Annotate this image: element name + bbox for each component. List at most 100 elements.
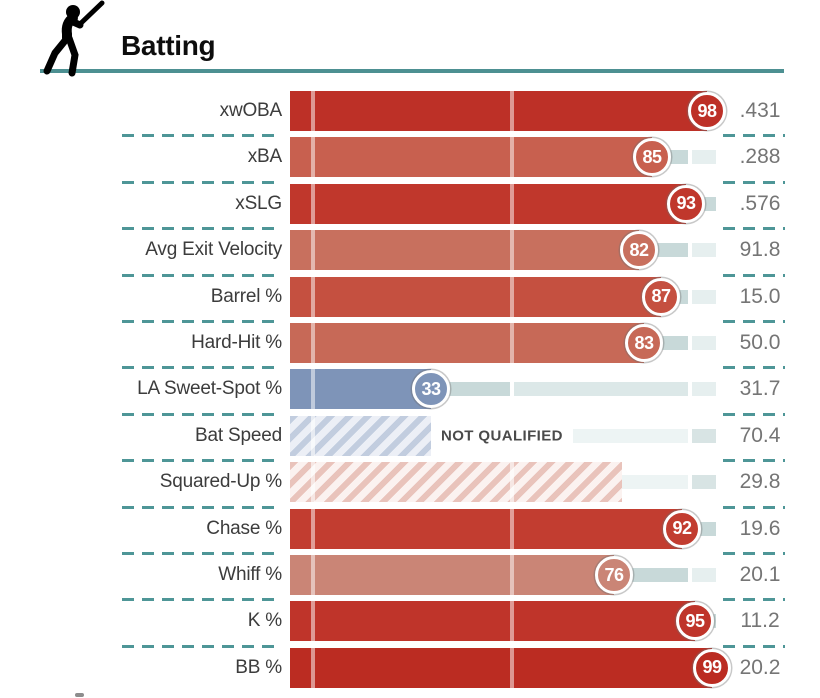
stat-row: Squared-Up % 29.8 [0, 462, 820, 503]
row-separator-dashes [723, 134, 785, 138]
stat-label: Bat Speed [195, 424, 282, 446]
unranked-hatched-bar [290, 462, 622, 503]
percentile-bar-fill [290, 555, 614, 595]
rail-segment [663, 336, 690, 350]
stat-label: Squared-Up % [159, 471, 282, 493]
row-separator-dashes [122, 320, 282, 323]
percentile-bubble[interactable]: 76 [595, 556, 633, 594]
stat-row: xwOBA 98 .431 [0, 91, 820, 131]
percentile-track[interactable]: 82 [290, 230, 716, 271]
rail-tick-gap [688, 475, 692, 490]
percentile-bubble[interactable]: 98 [688, 92, 726, 130]
row-separator-dashes [723, 366, 785, 370]
stat-label: xBA [247, 146, 282, 168]
rail-segment [705, 196, 716, 211]
stat-row: LA Sweet-Spot % 33 31.7 [0, 369, 820, 410]
row-separator-dashes [723, 598, 785, 602]
stat-value: 20.2 [739, 655, 781, 679]
row-separator-dashes [723, 273, 785, 277]
percentile-track[interactable]: 93 [290, 183, 716, 224]
stat-row: K % 95 11.2 [0, 601, 820, 642]
rail-tick-gap [688, 150, 692, 165]
bar-tick-line [510, 137, 514, 178]
percentile-track[interactable]: 98 [290, 91, 726, 131]
percentile-bubble[interactable]: 95 [676, 602, 714, 641]
percentile-bar-fill [290, 508, 682, 549]
percentile-track[interactable]: 87 [290, 276, 716, 317]
bar-tick-line [311, 555, 315, 595]
bar-tick-line [510, 462, 514, 503]
percentile-bubble[interactable]: 85 [633, 138, 671, 177]
next-section-icon-fragment [75, 693, 84, 697]
percentile-track[interactable] [290, 462, 716, 503]
percentile-bubble[interactable]: 99 [693, 648, 731, 687]
stat-row: xSLG 93 .576 [0, 183, 820, 224]
percentile-track[interactable]: 92 [290, 508, 716, 549]
row-separator-dashes [122, 505, 282, 509]
bar-tick-line [311, 462, 315, 503]
percentile-bar-fill [290, 137, 652, 178]
row-separator-dashes [723, 644, 785, 648]
rail-segment [633, 568, 690, 582]
rail-segment [450, 382, 512, 397]
rail-segment [680, 289, 690, 304]
bar-tick-line [311, 647, 315, 688]
row-separator-dashes [122, 134, 282, 138]
stat-label: Hard-Hit % [191, 332, 282, 353]
rail-segment [658, 243, 690, 258]
percentile-bar-fill [290, 369, 431, 410]
rail-tick-gap [688, 243, 692, 258]
rail-segment [714, 614, 716, 629]
bar-tick-line [311, 415, 315, 456]
bar-tick-line [311, 183, 315, 224]
bar-tick-line [510, 230, 514, 271]
percentile-bubble[interactable]: 92 [663, 509, 701, 548]
bar-tick-line [510, 276, 514, 317]
percentile-track[interactable]: 99 [290, 647, 731, 688]
rail-tick-gap [688, 382, 692, 397]
row-separator-dashes [723, 320, 785, 323]
row-separator-dashes [122, 273, 282, 277]
row-separator-dashes [723, 412, 785, 416]
stat-value: 15.0 [739, 284, 781, 308]
rail-segment [690, 568, 716, 582]
percentile-track[interactable]: 85 [290, 137, 716, 178]
percentile-track[interactable]: 33 [290, 369, 716, 410]
bar-tick-line [510, 555, 514, 595]
stat-label: xSLG [235, 192, 282, 214]
percentile-bubble[interactable]: 87 [642, 277, 680, 316]
stat-value: 20.1 [739, 563, 781, 586]
percentile-bubble[interactable]: 93 [667, 184, 705, 223]
percentile-track[interactable]: 95 [290, 601, 716, 642]
stat-value: 29.8 [739, 470, 781, 494]
row-separator-dashes [723, 227, 785, 231]
stat-value: 11.2 [740, 609, 780, 633]
bar-tick-line [311, 276, 315, 317]
percentile-track[interactable]: NOT QUALIFIED [290, 415, 716, 456]
not-qualified-badge: NOT QUALIFIED [431, 424, 573, 448]
percentile-bar-fill [290, 323, 644, 363]
bar-tick-line [510, 601, 514, 642]
row-separator-dashes [723, 180, 785, 184]
rail-tick-gap [688, 289, 692, 304]
bar-tick-line [510, 647, 514, 688]
percentile-track[interactable]: 76 [290, 555, 716, 595]
percentile-bubble[interactable]: 33 [412, 370, 450, 409]
percentile-bubble[interactable]: 83 [625, 324, 663, 362]
percentile-bubble[interactable]: 82 [620, 231, 658, 270]
stat-row: Bat Speed NOT QUALIFIED 70.4 [0, 415, 820, 456]
stat-row: Whiff % 76 20.1 [0, 555, 820, 595]
row-separator-dashes [723, 505, 785, 509]
rail-segment [690, 289, 716, 304]
rail-tick-gap [688, 428, 692, 443]
rail-segment [690, 336, 716, 350]
rail-tick-gap [688, 568, 692, 582]
percentile-bar-fill [290, 230, 639, 271]
rail-segment [690, 243, 716, 258]
stat-value: 91.8 [739, 238, 781, 262]
stat-value: .288 [739, 145, 781, 169]
percentile-track[interactable]: 83 [290, 323, 716, 363]
stat-label: LA Sweet-Spot % [137, 378, 282, 400]
stat-value: .431 [739, 99, 781, 122]
